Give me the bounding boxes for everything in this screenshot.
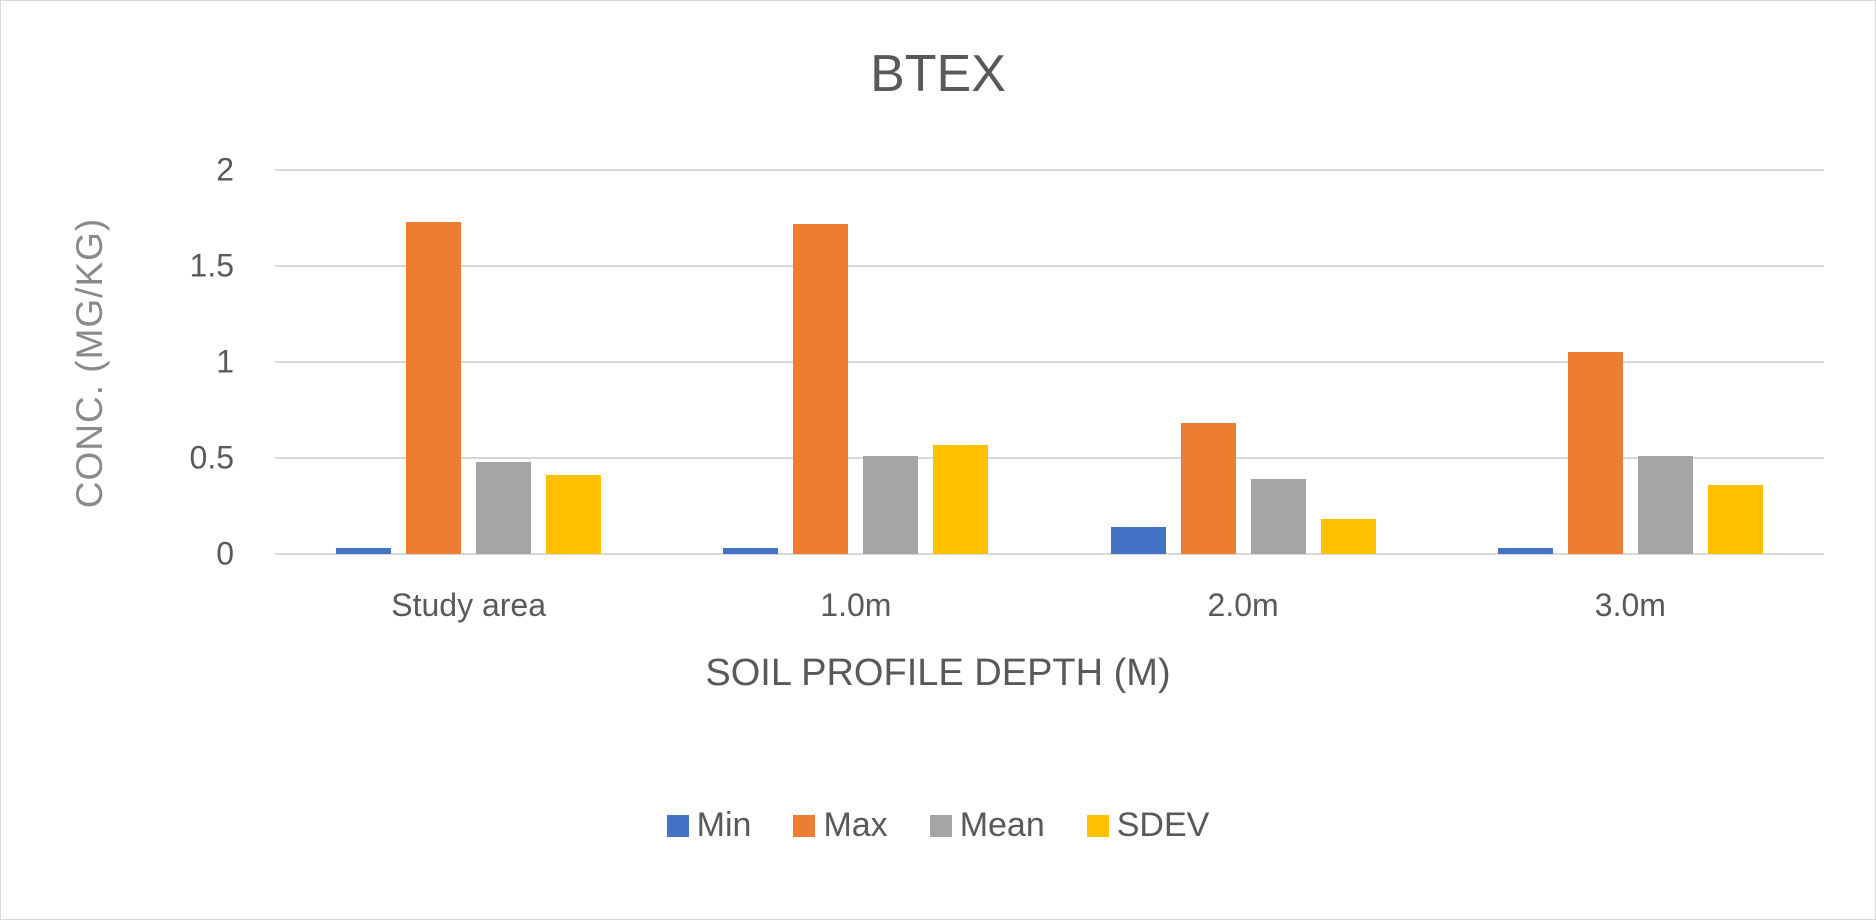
bar-sdev [1320,519,1376,554]
gridline [275,361,1824,363]
legend-swatch-icon [793,814,816,837]
y-axis-title: CONC. (MG/KG) [69,217,110,509]
bar-max [406,221,462,554]
bar-sdev [546,475,602,554]
legend-swatch-icon [929,814,952,837]
bar-min [1110,527,1166,554]
x-tick-label: 1.0m [820,587,892,623]
bar-max [1567,352,1623,554]
y-tick-label: 2 [216,151,234,188]
x-axis-title: SOIL PROFILE DEPTH (M) [705,652,1171,694]
bar-mean [863,456,919,554]
bar-mean [476,461,532,554]
bar-min [723,548,779,554]
y-tick-label: 1.5 [189,247,234,284]
y-tick-label: 0 [216,535,234,572]
plot-area [275,169,1824,555]
legend-item-sdev: SDEV [1086,806,1210,845]
y-tick-label: 1 [216,343,234,380]
gridline [275,265,1824,267]
x-tick-label: 3.0m [1594,587,1666,623]
bar-sdev [933,444,989,554]
legend-label: Mean [959,806,1045,844]
bar-sdev [1707,484,1763,554]
legend-swatch-icon [666,814,689,837]
x-tick-label: Study area [391,587,547,623]
legend-item-max: Max [793,806,888,845]
gridline [275,553,1824,555]
x-tick-label: 2.0m [1207,587,1279,623]
bar-max [793,223,849,554]
legend-label: Min [696,806,752,844]
gridline [275,169,1824,171]
bar-mean [1250,479,1306,554]
bar-min [1497,548,1553,554]
legend-swatch-icon [1086,814,1109,837]
bar-min [336,548,392,554]
legend-label: Max [823,806,888,844]
legend: Min Max Mean SDEV [0,806,1876,845]
bar-max [1180,423,1236,554]
legend-item-min: Min [666,806,752,845]
legend-item-mean: Mean [929,806,1045,845]
gridline [275,457,1824,459]
legend-label: SDEV [1116,806,1210,844]
bar-mean [1637,456,1693,554]
chart-title: BTEX [870,45,1006,103]
y-tick-label: 0.5 [189,439,234,476]
